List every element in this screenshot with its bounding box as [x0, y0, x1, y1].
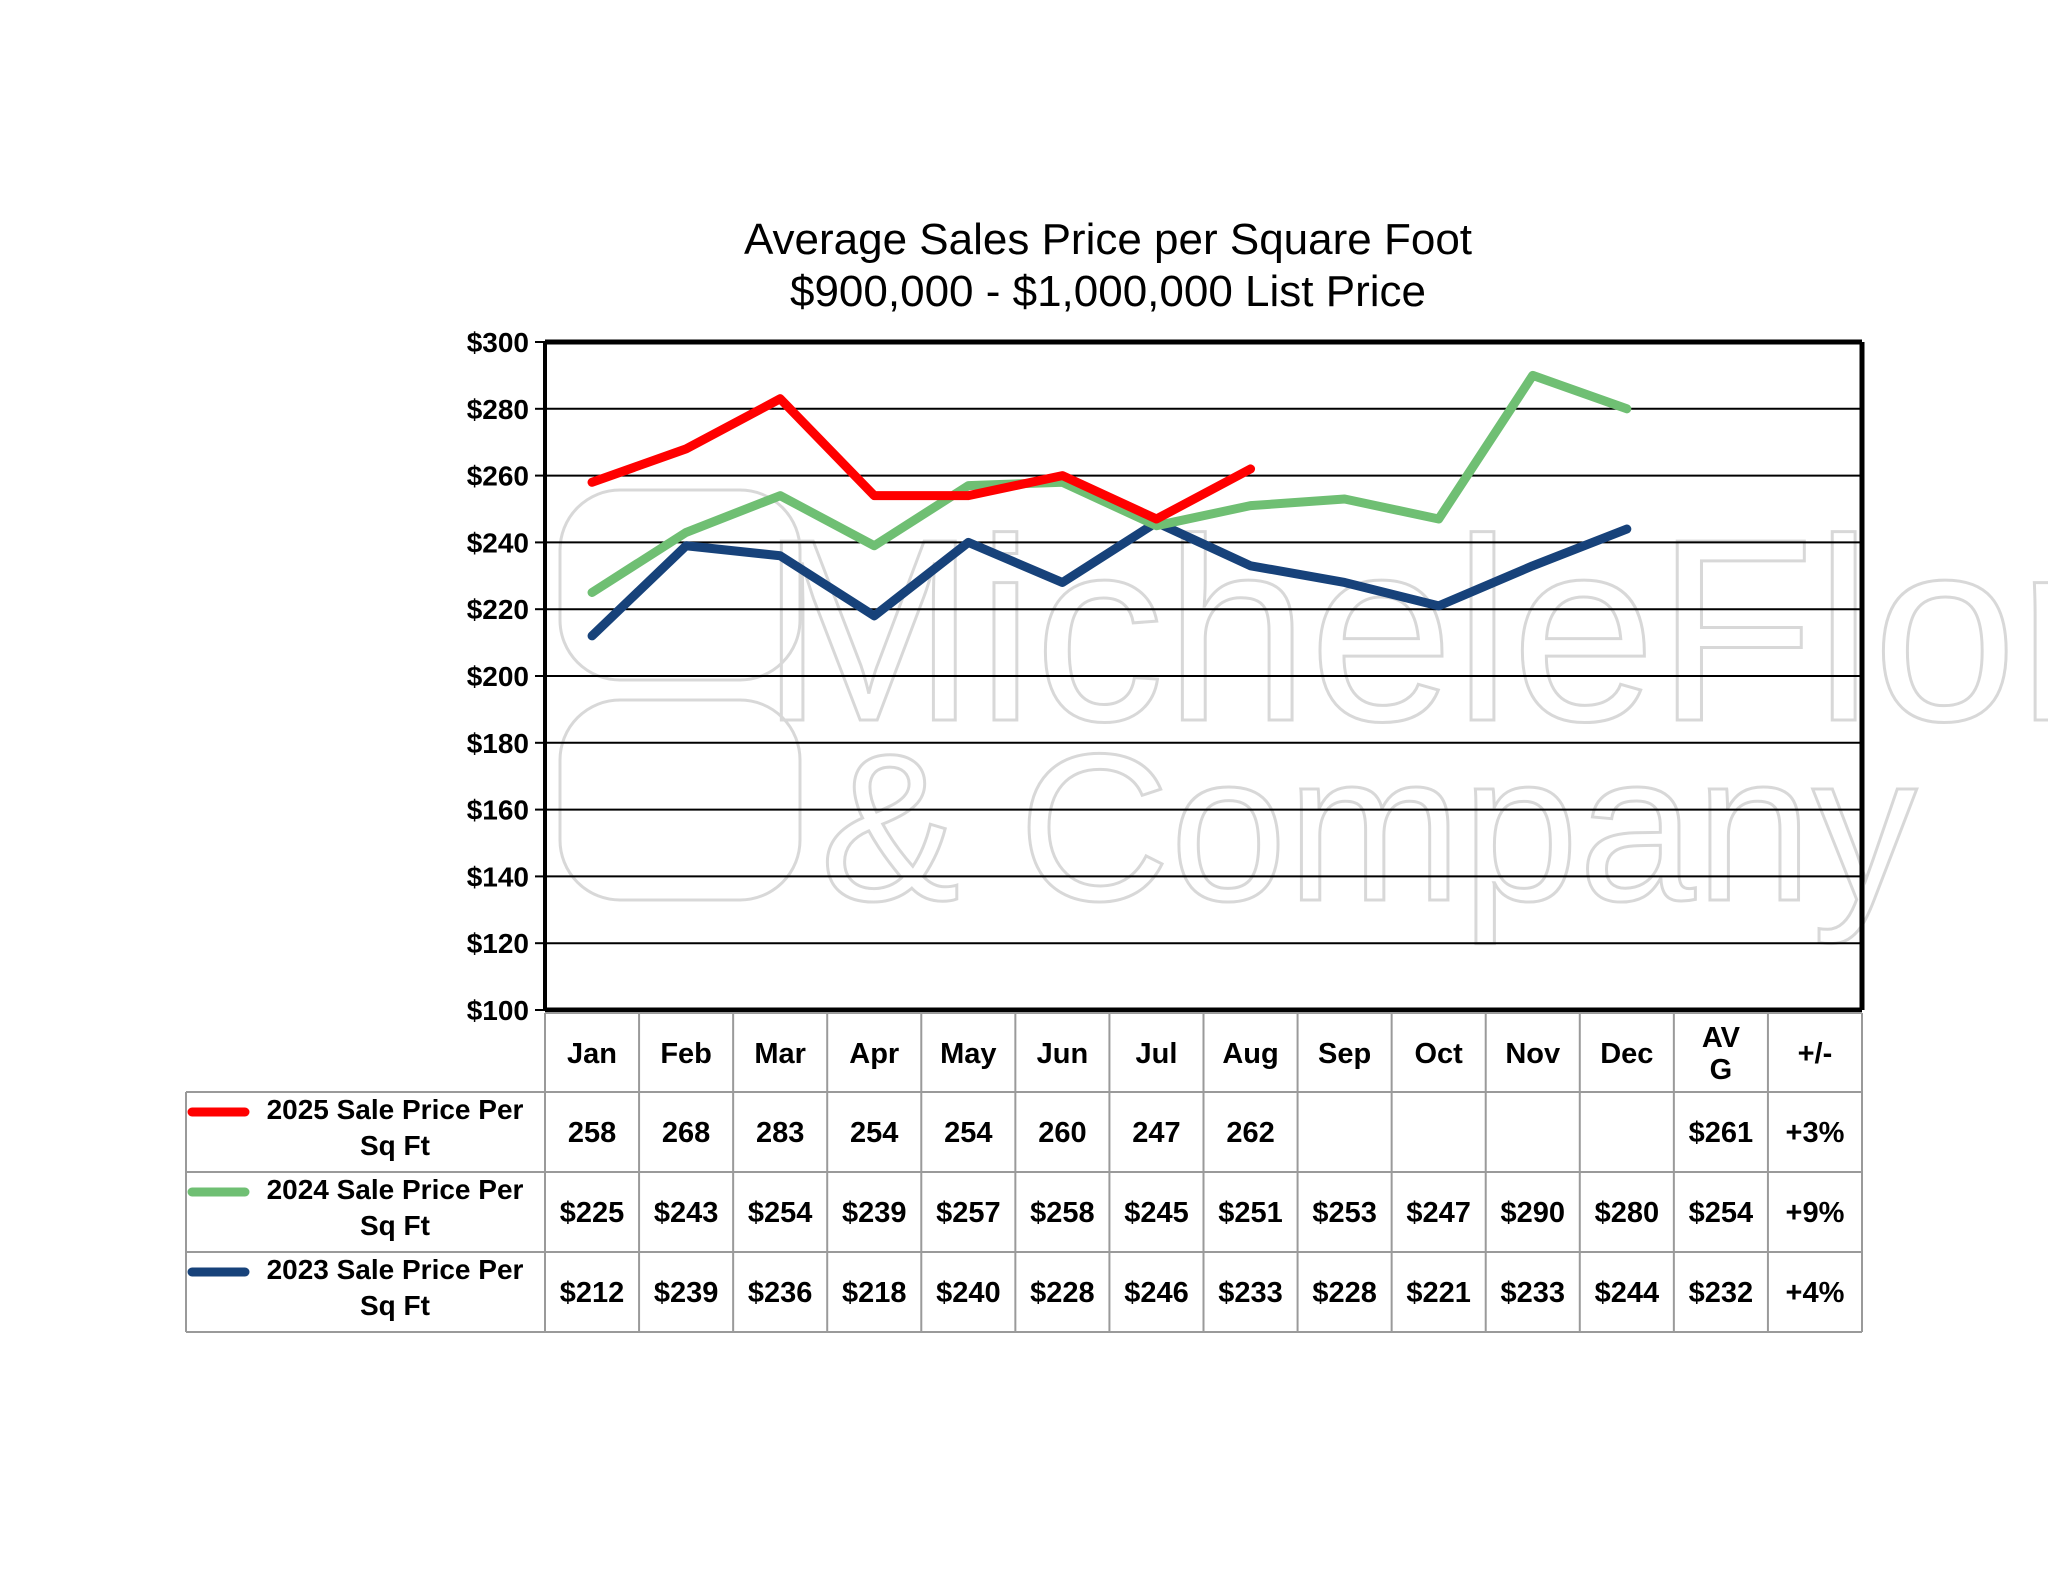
table-value-cell: +9%: [1786, 1197, 1845, 1229]
legend-label: 2025 Sale Price Per Sq Ft: [267, 1094, 524, 1161]
watermark-text-2: & Company: [820, 710, 1917, 945]
y-tick-label: $300: [467, 327, 529, 358]
table-value-cell: 258: [568, 1117, 616, 1149]
table-value-cell: $280: [1595, 1197, 1660, 1229]
y-tick-label: $260: [467, 461, 529, 492]
table-value-cell: $228: [1030, 1277, 1095, 1309]
table-value-cell: $261: [1689, 1117, 1754, 1149]
table-value-cell: $240: [936, 1277, 1001, 1309]
table-value-cell: $254: [748, 1197, 813, 1229]
series-line: [587, 394, 1256, 524]
watermark-shape-2: [558, 698, 802, 902]
table-header-cell: Jul: [1136, 1038, 1178, 1070]
table-value-cell: 254: [944, 1117, 992, 1149]
table-value-cell: $257: [936, 1197, 1001, 1229]
watermark-shape-1: [558, 488, 802, 682]
y-tick-label: $280: [467, 394, 529, 425]
series-line: [587, 370, 1632, 597]
y-tick-label: $180: [467, 728, 529, 759]
table-value-cell: $251: [1218, 1197, 1283, 1229]
y-tick-label: $140: [467, 861, 529, 892]
table-value-cell: $233: [1218, 1277, 1283, 1309]
table-value-cell: 262: [1226, 1117, 1274, 1149]
y-tick-label: $220: [467, 594, 529, 625]
y-tick-label: $240: [467, 527, 529, 558]
table-value-cell: 254: [850, 1117, 898, 1149]
plot-border: [543, 339, 1865, 1013]
table-value-cell: 283: [756, 1117, 804, 1149]
table-value-cell: $221: [1406, 1277, 1471, 1309]
y-tick-label: $120: [467, 928, 529, 959]
table-value-cell: $236: [748, 1277, 813, 1309]
table-header-cell: Dec: [1600, 1038, 1653, 1070]
table-value-cell: $232: [1689, 1277, 1754, 1309]
table-value-cell: $247: [1406, 1197, 1471, 1229]
series-lines: [587, 370, 1632, 641]
table-value-cell: $290: [1500, 1197, 1565, 1229]
table-header-cell: Jan: [567, 1038, 617, 1070]
table-value-cell: $239: [654, 1277, 719, 1309]
legend-label: 2024 Sale Price Per Sq Ft: [267, 1174, 524, 1241]
legend-label: 2023 Sale Price Per Sq Ft: [267, 1254, 524, 1321]
table-header-cell: Aug: [1222, 1038, 1278, 1070]
table-value-cell: +4%: [1786, 1277, 1845, 1309]
y-axis-ticks: $100 $120 $140 $160 $180 $200 $220 $240 $260 $280…: [467, 327, 545, 1026]
gridlines: [545, 341, 1862, 1011]
table-value-cell: $233: [1500, 1277, 1565, 1309]
table-header-cell: May: [940, 1038, 996, 1070]
table-value-cell: $254: [1689, 1197, 1754, 1229]
table-header-cell: Jun: [1037, 1038, 1089, 1070]
table-value-cell: 268: [662, 1117, 710, 1149]
table-value-cell: $253: [1312, 1197, 1377, 1229]
table-header-cell: Nov: [1505, 1038, 1560, 1070]
data-table: Jan Feb Mar Apr May Jun Jul Aug Sep Oct Nov Dec AV G +…: [185, 1012, 1863, 1333]
table-value-cell: $212: [560, 1277, 625, 1309]
table-value-cell: $245: [1124, 1197, 1189, 1229]
table-value-cell: $246: [1124, 1277, 1189, 1309]
table-header-cell: Sep: [1318, 1038, 1371, 1070]
table-value-cell: $218: [842, 1277, 907, 1309]
table-value-cell: $225: [560, 1197, 625, 1229]
table-value-cell: $258: [1030, 1197, 1095, 1229]
series-line: [587, 517, 1632, 641]
watermark-logo: MicheleFlory & Company: [558, 485, 2048, 947]
table-value-cell: $243: [654, 1197, 719, 1229]
y-tick-label: $200: [467, 661, 529, 692]
table-header-cell: Oct: [1415, 1038, 1464, 1070]
watermark-text-1: MicheleFlory: [760, 486, 2048, 777]
table-header-cell: +/-: [1798, 1038, 1833, 1070]
table-value-cell: $244: [1595, 1277, 1660, 1309]
table-header-cell: Mar: [754, 1038, 806, 1070]
table-header-cell: AV G: [1702, 1022, 1741, 1086]
y-tick-label: $100: [467, 995, 529, 1026]
chart-title: Average Sales Price per Square Foot: [744, 215, 1472, 264]
table-value-cell: 247: [1132, 1117, 1180, 1149]
y-tick-label: $160: [467, 795, 529, 826]
table-value-cell: 260: [1038, 1117, 1086, 1149]
table-value-cell: +3%: [1786, 1117, 1845, 1149]
table-value-cell: $228: [1312, 1277, 1377, 1309]
table-header-cell: Apr: [849, 1038, 899, 1070]
chart-subtitle: $900,000 - $1,000,000 List Price: [790, 267, 1426, 316]
table-value-cell: $239: [842, 1197, 907, 1229]
table-header-cell: Feb: [660, 1038, 712, 1070]
